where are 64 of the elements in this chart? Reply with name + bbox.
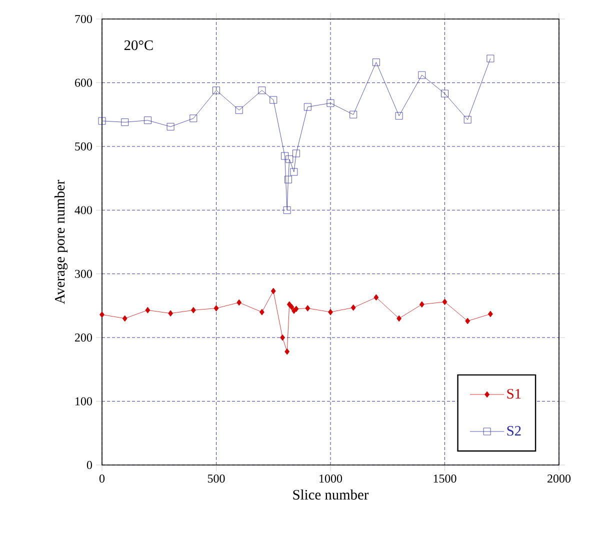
point [280, 334, 285, 341]
x-tick-label: 2000 [548, 474, 571, 483]
point [236, 299, 242, 306]
point [260, 308, 264, 316]
x-tick-label: 0 [99, 474, 105, 483]
x-tick-label: 500 [208, 474, 225, 483]
point [305, 305, 310, 312]
x-tick-label: 1000 [320, 474, 342, 483]
point [419, 301, 424, 308]
point [235, 106, 243, 114]
point [372, 58, 380, 66]
point [326, 99, 334, 107]
point [442, 298, 448, 306]
x-axis-title: Slice number [293, 489, 369, 500]
x-tick-label: 1500 [434, 474, 456, 483]
point [98, 117, 106, 125]
point [304, 103, 312, 111]
point [212, 86, 220, 94]
point [168, 310, 174, 317]
y-axis-title: Average pore number [54, 180, 68, 304]
point [122, 315, 128, 322]
point [294, 306, 299, 312]
point [281, 152, 288, 160]
y-tick-label: 300 [75, 270, 92, 278]
point [292, 150, 300, 158]
point [396, 315, 402, 322]
point [441, 90, 448, 98]
point [418, 71, 426, 79]
point [144, 116, 152, 124]
y-tick-label: 100 [76, 397, 92, 406]
y-tick-label: 600 [74, 78, 92, 87]
y-tick-label: 700 [75, 14, 92, 24]
point [100, 311, 104, 318]
point [166, 122, 174, 130]
point [284, 176, 292, 184]
point [190, 306, 196, 314]
y-tick-label: 200 [75, 334, 92, 342]
point [284, 348, 290, 355]
point [283, 206, 291, 214]
point [488, 310, 493, 318]
point [289, 304, 294, 310]
point [290, 168, 298, 176]
point [214, 305, 219, 312]
point [465, 318, 470, 324]
point [350, 110, 358, 118]
point [328, 308, 333, 316]
point [486, 54, 494, 62]
annotation: 20°C [124, 40, 153, 50]
legend-label: S2 [507, 426, 521, 436]
point [464, 116, 472, 124]
point [286, 155, 294, 163]
y-tick-label: 500 [75, 142, 92, 150]
point [395, 112, 403, 120]
point [350, 304, 356, 311]
point [270, 96, 278, 104]
point [258, 86, 266, 94]
point [121, 118, 129, 126]
point [190, 114, 198, 122]
y-tick-label: 0 [86, 460, 92, 470]
legend-label: S1 [507, 388, 521, 399]
point [145, 306, 150, 314]
point [374, 294, 379, 301]
point [270, 288, 276, 294]
y-tick-label: 400 [74, 206, 92, 214]
